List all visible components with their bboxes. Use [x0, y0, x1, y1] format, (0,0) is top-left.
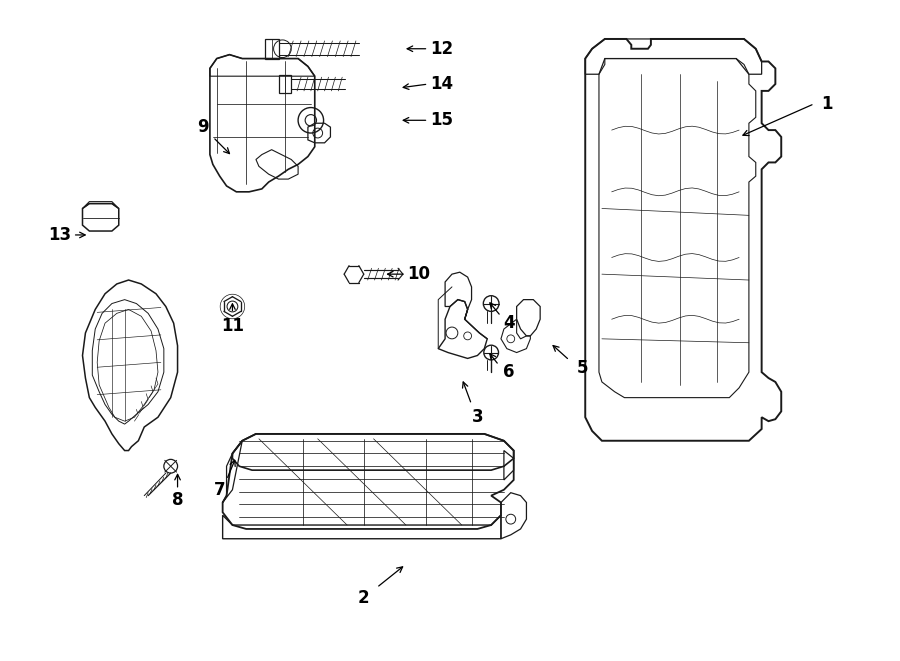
Text: 14: 14 [430, 75, 454, 93]
Text: 11: 11 [220, 317, 244, 335]
Text: 8: 8 [172, 490, 184, 508]
Text: 3: 3 [472, 408, 483, 426]
Text: 2: 2 [358, 588, 370, 607]
Text: 5: 5 [577, 359, 588, 377]
Text: 7: 7 [214, 481, 226, 499]
Text: 15: 15 [431, 111, 454, 130]
Text: 9: 9 [197, 118, 209, 136]
Text: 4: 4 [503, 314, 515, 332]
Text: 6: 6 [503, 363, 515, 381]
Text: 12: 12 [430, 40, 454, 58]
Text: 1: 1 [822, 95, 833, 112]
Text: 13: 13 [49, 226, 71, 244]
Text: 10: 10 [407, 265, 430, 283]
